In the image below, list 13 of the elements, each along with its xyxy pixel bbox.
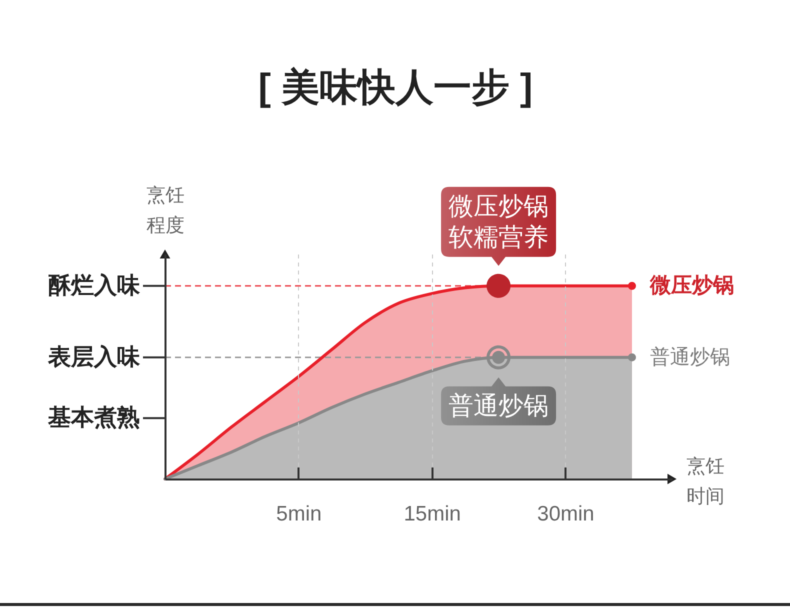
series-label: 微压炒锅 <box>648 274 734 297</box>
series-label: 普通炒锅 <box>650 345 730 368</box>
y-axis-title: 烹饪程度 <box>146 184 184 236</box>
text: 基本煮熟 <box>47 404 140 430</box>
x-axis-title: 烹饪时间 <box>686 456 724 508</box>
x-tick-label: 5min <box>276 502 322 526</box>
chart-title: [ 美味快人一步 ] <box>258 66 533 109</box>
annotation: 微压炒锅软糯营养 <box>448 192 549 252</box>
x-tick-label: 30min <box>537 502 594 526</box>
ref-line-label: 酥烂入味 <box>48 272 141 298</box>
x-tick-label: 15min <box>404 502 461 526</box>
ref-line-label: 表层入味 <box>47 343 141 370</box>
annotation: 普通炒锅 <box>448 392 549 420</box>
